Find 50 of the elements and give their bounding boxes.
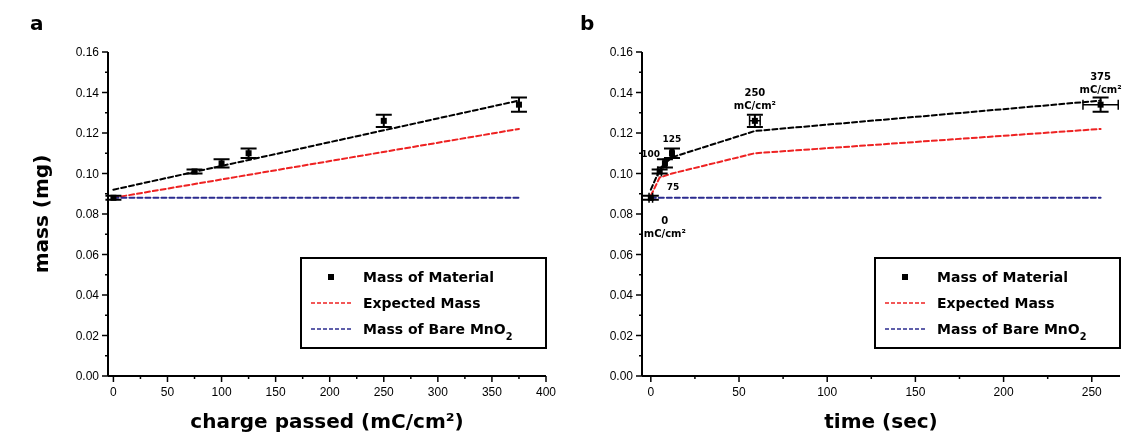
y-tick-label: 0.02 xyxy=(609,328,634,343)
legend-label: Expected Mass xyxy=(363,295,481,311)
x-tick-label: 100 xyxy=(211,385,232,399)
y-tick-label: 0.12 xyxy=(609,126,634,140)
chart-title: a xyxy=(30,11,44,35)
legend-label: Mass of Bare MnO$_{2}$ xyxy=(937,321,1087,342)
y-tick-label: 0.06 xyxy=(75,247,100,262)
y-tick-label: 0.14 xyxy=(75,85,100,100)
chart-title: b xyxy=(580,11,595,35)
y-axis-title: mass (mg) xyxy=(29,154,53,274)
annotation: 0 mC/cm² xyxy=(643,214,686,239)
annotation: 375 mC/cm² xyxy=(1079,70,1122,95)
annotation: 100 xyxy=(641,149,660,160)
annotation: 250 mC/cm² xyxy=(733,86,776,111)
y-tick-label: 0.00 xyxy=(609,369,634,383)
annotation: 75 xyxy=(666,182,680,193)
y-tick-label: 0.04 xyxy=(75,288,100,302)
x-tick-label: 200 xyxy=(993,385,1014,399)
x-tick-label: 0 xyxy=(647,385,655,399)
y-tick-label: 0.08 xyxy=(75,207,100,221)
legend-label: Expected Mass xyxy=(937,295,1055,311)
y-tick-label: 0.08 xyxy=(609,207,634,221)
y-tick-label: 0.02 xyxy=(75,328,100,343)
x-tick-label: 250 xyxy=(1081,385,1103,399)
y-tick-label: 0.04 xyxy=(609,288,634,302)
x-tick-label: 0 xyxy=(110,385,118,399)
legend-label: Mass of Bare MnO$_{2}$ xyxy=(363,321,513,342)
x-tick-label: 400 xyxy=(535,385,557,399)
y-tick-label: 0.16 xyxy=(75,45,100,59)
y-tick-label: 0.06 xyxy=(609,247,634,262)
x-tick-label: 150 xyxy=(265,385,286,399)
y-tick-label: 0.12 xyxy=(75,126,100,140)
legend-label: Mass of Material xyxy=(937,269,1069,285)
legend-label: Mass of Material xyxy=(363,269,495,285)
y-tick-label: 0.10 xyxy=(609,166,634,181)
annotation: 125 xyxy=(662,134,682,145)
x-tick-label: 350 xyxy=(481,385,503,399)
x-axis-title: charge passed (mC/cm²) xyxy=(190,409,464,433)
x-tick-label: 150 xyxy=(905,385,926,399)
x-tick-label: 50 xyxy=(160,385,175,399)
x-tick-label: 50 xyxy=(732,385,747,399)
y-tick-label: 0.16 xyxy=(609,45,634,59)
x-tick-label: 250 xyxy=(373,385,395,399)
x-tick-label: 300 xyxy=(427,385,449,399)
x-axis-title: time (sec) xyxy=(824,409,938,433)
x-tick-label: 200 xyxy=(319,385,341,399)
y-tick-label: 0.14 xyxy=(609,85,634,100)
y-tick-label: 0.10 xyxy=(75,166,100,181)
y-tick-label: 0.00 xyxy=(75,369,100,383)
x-tick-label: 100 xyxy=(817,385,838,399)
